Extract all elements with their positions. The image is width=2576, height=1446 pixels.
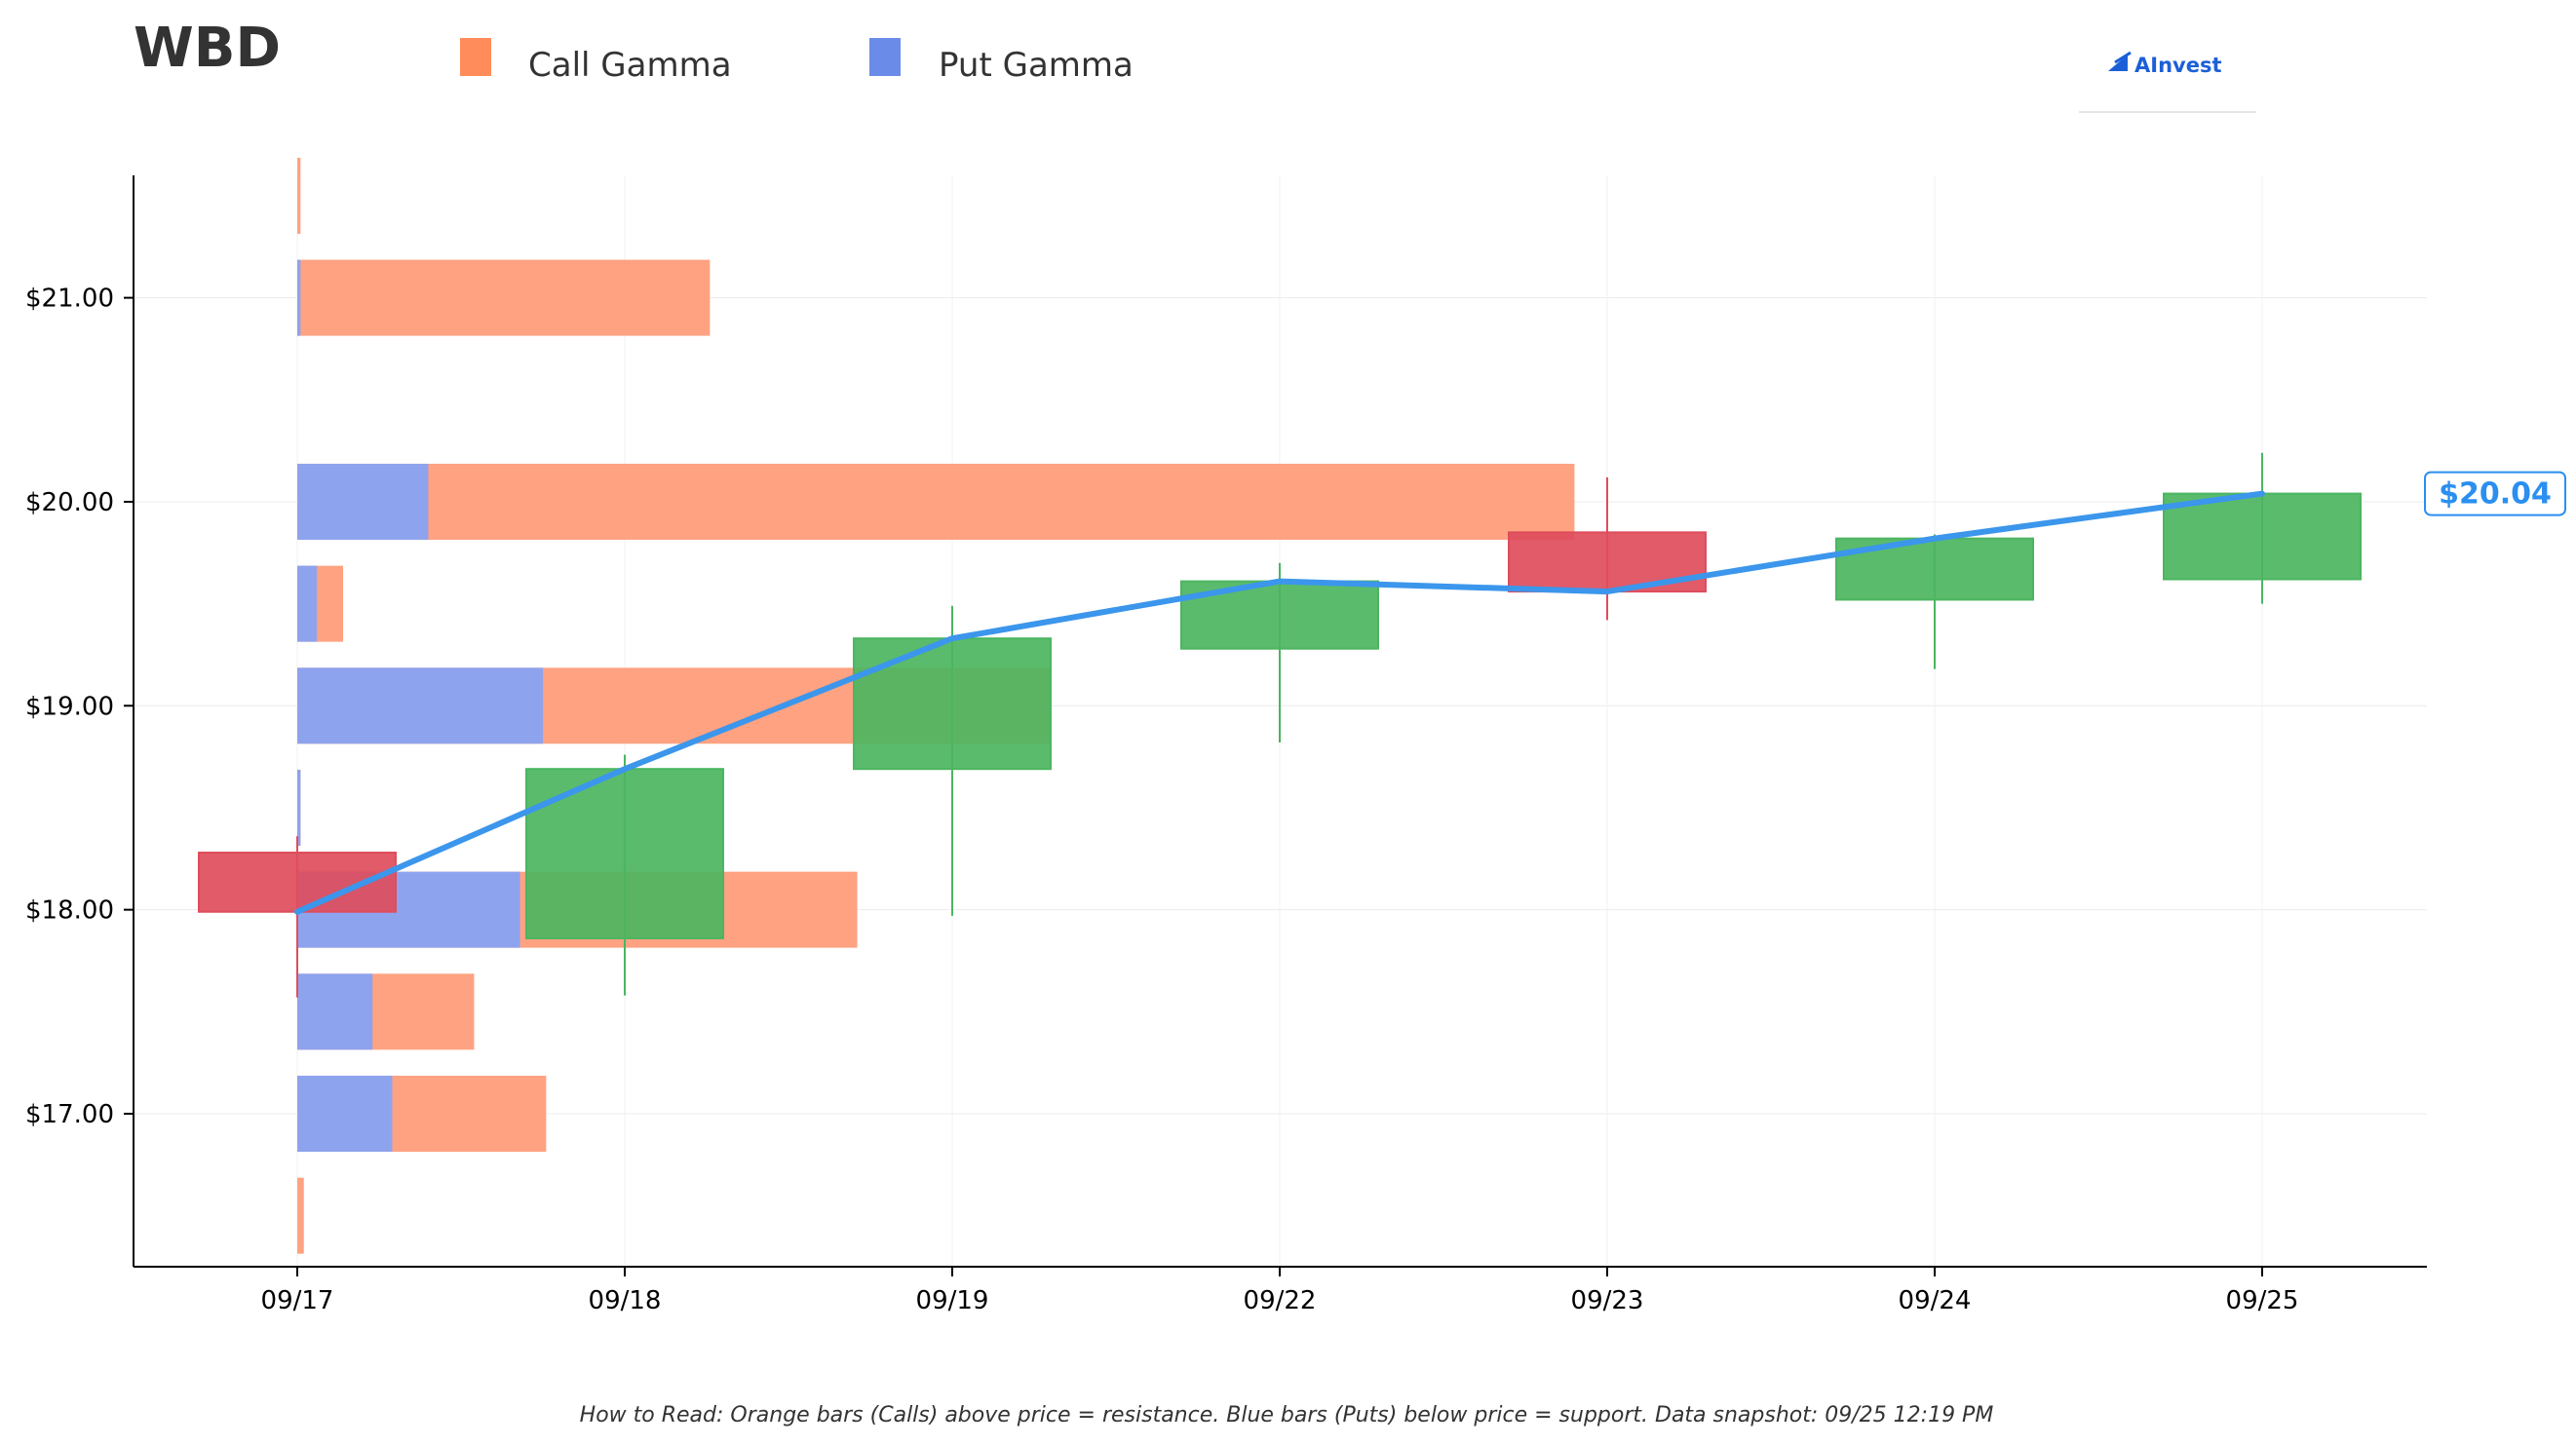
legend-label-put: Put Gamma xyxy=(939,46,1134,85)
put-gamma-bar xyxy=(297,565,318,642)
put-gamma-bar xyxy=(297,1075,393,1152)
y-tick-label: $20.00 xyxy=(25,488,114,517)
brand-logo: AInvest xyxy=(2079,51,2256,113)
last-price-label: $20.04 xyxy=(2439,477,2552,512)
x-tick-label: 09/25 xyxy=(2226,1286,2299,1315)
x-tick-label: 09/18 xyxy=(589,1286,662,1315)
put-gamma-bar xyxy=(297,769,301,846)
legend-swatch-put xyxy=(869,38,901,76)
y-tick-label: $21.00 xyxy=(25,285,114,314)
y-tick-label: $19.00 xyxy=(25,692,114,721)
call-gamma-bar xyxy=(297,463,1575,540)
chart-title: WBD xyxy=(134,17,281,80)
put-gamma-bar xyxy=(297,463,429,540)
y-tick-label: $18.00 xyxy=(25,896,114,926)
put-gamma-bar xyxy=(297,259,301,336)
x-tick-label: 09/17 xyxy=(261,1286,334,1315)
y-ticks: $17.00 $18.00 $19.00 $20.00 $21.00 xyxy=(25,285,134,1129)
price-line xyxy=(294,490,2265,915)
brand-name: AInvest xyxy=(2134,54,2222,77)
legend-swatch-call xyxy=(460,38,491,76)
candle-body xyxy=(525,768,724,939)
candle-body xyxy=(853,637,1052,771)
last-price-box xyxy=(2424,471,2566,516)
call-gamma-bar xyxy=(297,1177,304,1254)
call-gamma-bar xyxy=(297,157,301,234)
y-tick-label: $17.00 xyxy=(25,1100,114,1129)
x-tick-label: 09/23 xyxy=(1571,1286,1644,1315)
x-ticks: 09/17 09/18 09/19 09/22 09/23 09/24 09/25 xyxy=(261,1267,2299,1315)
legend: Call Gamma Put Gamma xyxy=(460,38,1134,85)
candle-body xyxy=(2163,492,2362,581)
last-price-tag: $20.04 xyxy=(2424,471,2566,516)
call-gamma-bar xyxy=(297,259,711,336)
x-tick-label: 09/22 xyxy=(1244,1286,1317,1315)
price-line-group xyxy=(294,490,2265,915)
legend-label-call: Call Gamma xyxy=(528,46,732,85)
x-tick-label: 09/24 xyxy=(1899,1286,1972,1315)
x-tick-label: 09/19 xyxy=(916,1286,989,1315)
footer-note: How to Read: Orange bars (Calls) above p… xyxy=(580,1403,1994,1427)
put-gamma-bar xyxy=(297,973,373,1050)
brand-arrow-icon xyxy=(2114,51,2132,64)
put-gamma-bar xyxy=(297,667,543,744)
